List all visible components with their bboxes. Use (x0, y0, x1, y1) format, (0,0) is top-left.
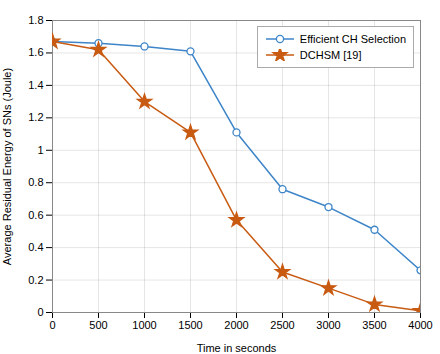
svg-text:1.6: 1.6 (28, 46, 43, 58)
svg-text:1: 1 (37, 144, 43, 156)
svg-text:0.6: 0.6 (28, 209, 43, 221)
svg-text:3500: 3500 (362, 319, 386, 331)
svg-text:1.2: 1.2 (28, 111, 43, 123)
svg-text:0: 0 (49, 319, 55, 331)
svg-text:500: 500 (89, 319, 107, 331)
svg-text:1500: 1500 (178, 319, 202, 331)
svg-text:3000: 3000 (316, 319, 340, 331)
svg-text:2000: 2000 (224, 319, 248, 331)
html-text:DCHSM [19]: DCHSM [19] (299, 49, 362, 61)
svg-text:0.2: 0.2 (28, 274, 43, 286)
svg-text:2500: 2500 (270, 319, 294, 331)
svg-text:1.8: 1.8 (28, 14, 43, 26)
svg-text:0.4: 0.4 (28, 241, 43, 253)
svg-text:0.8: 0.8 (28, 176, 43, 188)
svg-text:Time in seconds: Time in seconds (197, 342, 277, 354)
svg-text:1.4: 1.4 (28, 79, 43, 91)
svg-text:0: 0 (37, 306, 43, 318)
svg-text:4000: 4000 (408, 319, 432, 331)
svg-text:Average Residual Energy of SNs: Average Residual Energy of SNs (Joule) (1, 68, 13, 265)
svg-text:1000: 1000 (132, 319, 156, 331)
html-text:Efficient CH Selection: Efficient CH Selection (299, 33, 406, 45)
